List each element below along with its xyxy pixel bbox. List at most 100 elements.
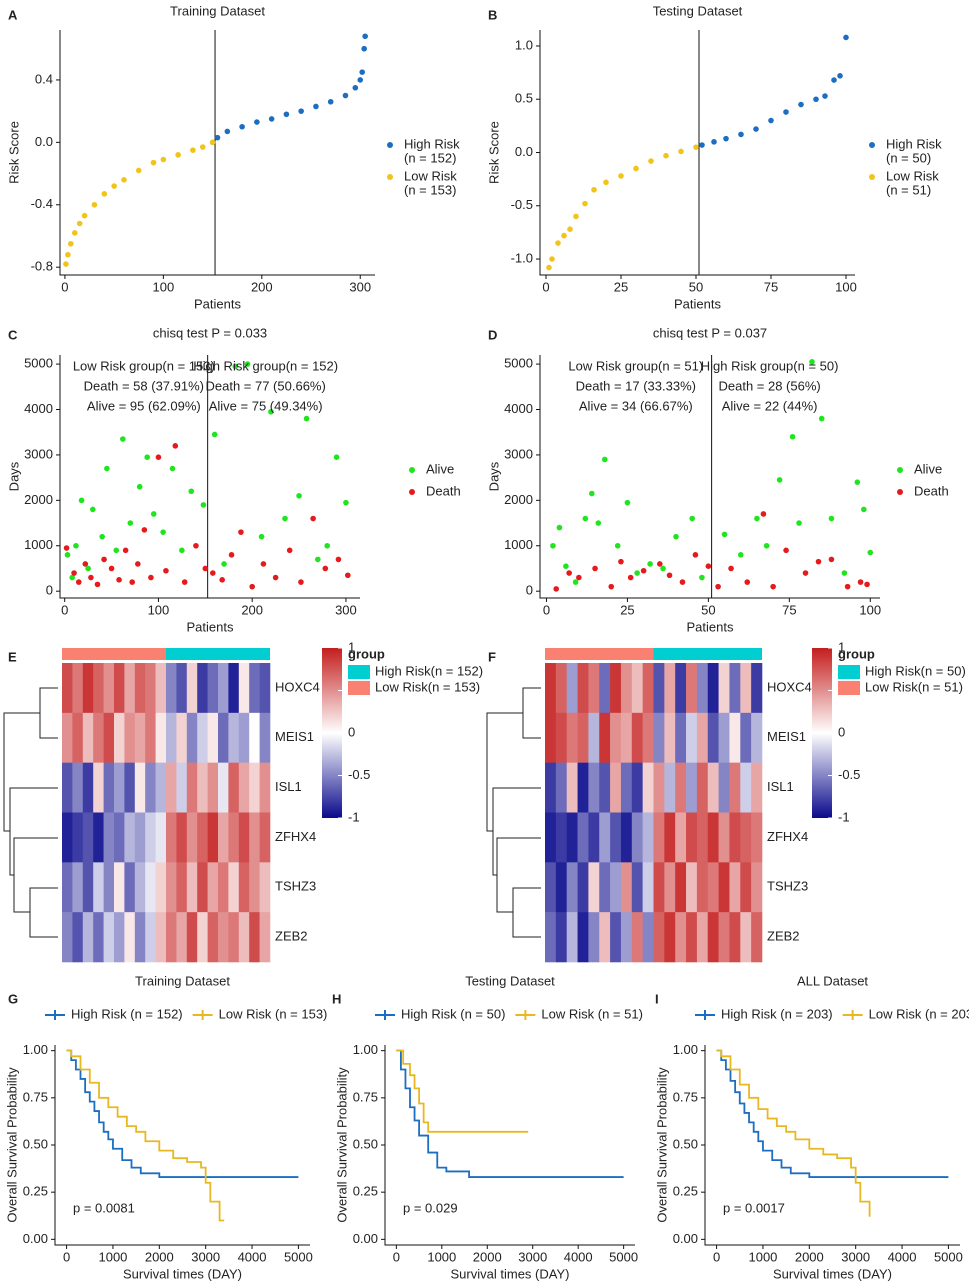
point [627, 574, 634, 581]
legend-swatch [387, 142, 393, 148]
point [763, 542, 770, 549]
y-tick-label: 0.4 [35, 71, 53, 86]
y-tick-label: 0.50 [353, 1136, 378, 1151]
heat-cell [249, 762, 260, 813]
y-tick-label: 1.00 [673, 1042, 698, 1057]
gene-label: HOXC4 [275, 679, 320, 694]
point [90, 506, 96, 513]
x-axis-label: Patients [674, 296, 721, 311]
heat-cell [686, 912, 698, 963]
y-tick-label: 5000 [504, 356, 533, 371]
point [135, 167, 142, 174]
point [303, 415, 310, 422]
annotation: Alive = 95 (62.09%) [87, 398, 201, 413]
point [673, 533, 679, 540]
heat-cell [577, 712, 589, 763]
heat-cell [599, 862, 611, 913]
point [567, 226, 573, 232]
heat-cell [103, 762, 115, 813]
heat-cell [249, 912, 260, 963]
heat-cell [207, 912, 219, 963]
point [81, 212, 88, 219]
legend-label: Low Risk [404, 168, 457, 183]
heat-cell [707, 663, 719, 714]
heat-cell [186, 912, 198, 963]
heat-cell [653, 712, 665, 763]
heat-cell [134, 762, 146, 813]
point [190, 147, 196, 153]
point [721, 531, 728, 538]
heat-cell [707, 712, 719, 763]
legend-label: Low Risk(n = 153) [375, 679, 480, 694]
heat-cell [124, 712, 136, 763]
colorbar-label: -0.5 [838, 767, 860, 782]
heat-cell [259, 862, 271, 913]
heat-cell [696, 862, 709, 913]
heat-cell [62, 912, 73, 963]
heat-cell [62, 762, 73, 813]
group-bar [62, 648, 166, 660]
heat-cell [103, 663, 115, 714]
point [179, 547, 185, 554]
y-tick-label: 4000 [24, 401, 53, 416]
heat-cell [103, 862, 115, 913]
axis-line [704, 1045, 960, 1246]
heat-cell [124, 812, 136, 863]
heat-cell [566, 812, 578, 863]
point [343, 499, 349, 506]
colorbar-label: 1 [838, 639, 845, 654]
x-tick-label: 100 [835, 279, 857, 294]
heat-cell [566, 712, 578, 763]
heat-cell [155, 762, 167, 813]
heat-cell [207, 663, 219, 714]
legend-label: High Risk (n = 50) [401, 1006, 505, 1021]
point [342, 92, 349, 99]
heat-cell [686, 812, 698, 863]
legend-label: Alive [426, 461, 454, 476]
y-tick-label: 1.00 [353, 1042, 378, 1057]
gene-label: ZEB2 [275, 929, 308, 944]
point [728, 565, 734, 572]
y-tick-label: -0.5 [511, 197, 533, 212]
heat-cell [207, 862, 219, 913]
y-tick-label: 0.75 [673, 1089, 698, 1104]
heat-cell [155, 862, 167, 913]
colorbar-label: 0 [348, 724, 355, 739]
y-tick-label: -0.8 [31, 259, 53, 274]
annotation: Low Risk group(n = 153) [73, 358, 215, 373]
heat-cell [642, 862, 654, 913]
heat-cell [610, 812, 622, 863]
point [63, 545, 70, 551]
y-tick-label: 0.25 [673, 1184, 698, 1199]
point [633, 165, 639, 172]
heat-cell [114, 712, 125, 763]
point [345, 572, 351, 579]
point [64, 552, 71, 558]
heat-cell [124, 663, 136, 714]
heat-cell [134, 712, 146, 763]
heat-cell [555, 812, 567, 863]
heat-cell [186, 663, 198, 714]
y-axis-label: Overall Survival Probability [4, 1067, 19, 1223]
legend-label: Low Risk (n = 153) [219, 1006, 328, 1021]
legend-swatch [348, 681, 370, 695]
heat-cell [729, 812, 741, 863]
point [286, 547, 293, 554]
heat-cell [718, 762, 730, 813]
heat-cell [588, 812, 600, 863]
heat-cell [218, 912, 229, 963]
heat-cell [72, 663, 84, 714]
heat-cell [218, 712, 229, 763]
y-tick-label: 5000 [24, 356, 53, 371]
annotation: Alive = 75 (49.34%) [209, 398, 323, 413]
axis-line [59, 30, 375, 276]
axis-line [384, 1045, 635, 1246]
gene-label: TSHZ3 [275, 879, 316, 894]
heat-cell [707, 812, 719, 863]
heat-cell [675, 812, 687, 863]
colorbar-label: 0 [838, 724, 845, 739]
heat-cell [155, 812, 167, 863]
x-tick-label: 75 [782, 602, 796, 617]
heat-cell [588, 912, 600, 963]
